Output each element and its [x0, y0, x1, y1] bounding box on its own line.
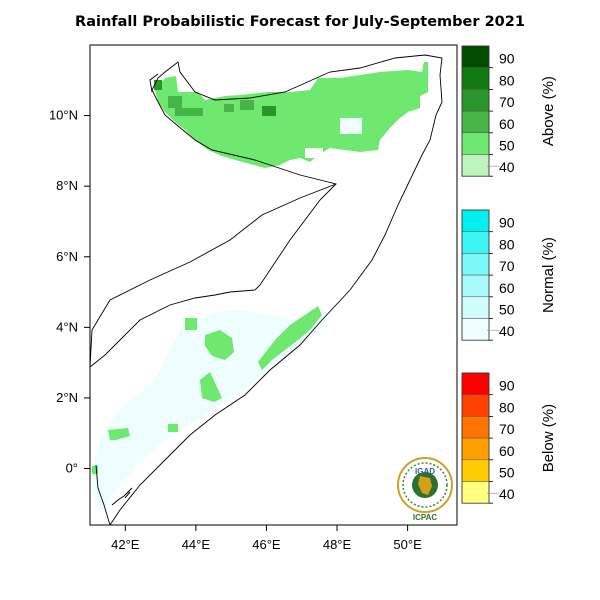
legend-swatch: [461, 89, 490, 112]
legend-swatch: [461, 481, 490, 504]
coastal-islands: [111, 487, 133, 506]
legend-level-label: 90: [499, 51, 515, 67]
above-60-patch: [262, 106, 276, 116]
logo-bottom-text: ICPAC: [413, 513, 438, 522]
legend-swatch: [461, 110, 490, 134]
legend-below: 90 80 70 60 50 40 Below (%): [461, 372, 557, 504]
legend-swatch: [461, 416, 490, 439]
legend-level-label: 40: [499, 159, 515, 175]
logo-top-text: IGAD: [415, 467, 435, 476]
x-axis: 42°E 44°E 46°E 48°E 50°E: [111, 525, 422, 552]
above-60-patch: [240, 100, 254, 110]
legend-swatch: [461, 459, 490, 482]
above-60-patch: [175, 108, 203, 116]
legend-swatch: [461, 253, 490, 276]
legend-swatch: [461, 132, 490, 155]
y-tick-label: 4°N: [56, 319, 78, 334]
horn-of-africa-icon: [418, 476, 432, 495]
legend-swatch: [461, 372, 490, 395]
above-region-central: [205, 330, 234, 360]
legend-swatch: [461, 231, 490, 254]
legend-swatch: [461, 45, 490, 68]
above-60-patch: [154, 80, 162, 90]
above-60-patch: [224, 104, 234, 112]
chart-title: Rainfall Probabilistic Forecast for July…: [75, 14, 525, 30]
legend-swatch: [461, 209, 490, 232]
x-tick-label: 42°E: [111, 537, 140, 552]
y-tick-label: 6°N: [56, 249, 78, 264]
legend-level-label: 90: [499, 215, 515, 231]
legend-title: Below (%): [540, 404, 557, 472]
above-small-patch: [92, 466, 98, 474]
legend-level-label: 60: [499, 443, 515, 459]
kenya-border: [95, 464, 111, 526]
legend-level-label: 80: [499, 236, 515, 252]
above-small-patch: [185, 318, 197, 330]
ethiopia-border: [89, 183, 337, 368]
legend-title: Normal (%): [540, 237, 557, 313]
no-signal-patch: [318, 160, 332, 170]
y-axis: 10°N 8°N 6°N 4°N 2°N 0°: [49, 108, 90, 476]
legend-above: 90 80 70 60 50 40 Above (%): [461, 45, 557, 177]
legend-normal: 90 80 70 60 50 40 Normal (%): [461, 209, 557, 341]
no-signal-patch: [340, 118, 362, 134]
legend-swatch: [461, 318, 490, 341]
legend-swatch: [461, 437, 490, 461]
legend-level-label: 60: [499, 116, 515, 132]
legend-level-label: 70: [499, 258, 515, 274]
legend-swatch: [461, 67, 490, 90]
legend-level-label: 50: [499, 138, 515, 154]
legend-level-label: 40: [499, 486, 515, 502]
x-tick-label: 46°E: [252, 537, 281, 552]
legend-swatch: [461, 274, 490, 298]
somalia-coastline: [89, 54, 443, 526]
legend-level-label: 80: [499, 72, 515, 88]
legend-swatch: [461, 394, 490, 417]
above-region-east: [258, 306, 322, 370]
icpac-logo: IGAD ICPAC: [397, 457, 453, 522]
legend-group: 90 80 70 60 50 40 Above (%) 90 80 70 60 50 40 Normal …: [461, 45, 557, 504]
legend-level-label: 50: [499, 302, 515, 318]
legend-swatch: [461, 296, 490, 319]
above-region-southcentral: [200, 372, 222, 402]
above-60-patch: [168, 96, 182, 108]
y-tick-label: 8°N: [56, 178, 78, 193]
djibouti-border: [149, 73, 159, 93]
country-boundaries: [89, 54, 443, 526]
y-tick-label: 10°N: [49, 108, 78, 123]
legend-level-label: 80: [499, 399, 515, 415]
legend-level-label: 50: [499, 465, 515, 481]
y-tick-label: 2°N: [56, 390, 78, 405]
legend-level-label: 90: [499, 378, 515, 394]
x-tick-label: 48°E: [323, 537, 352, 552]
above-small-patch: [168, 424, 178, 432]
x-tick-label: 50°E: [393, 537, 422, 552]
x-tick-label: 44°E: [182, 537, 211, 552]
legend-level-label: 70: [499, 94, 515, 110]
y-tick-label: 0°: [66, 461, 78, 476]
no-signal-patch: [305, 148, 323, 158]
above-region-southwest: [108, 428, 130, 440]
map-area: [92, 62, 428, 510]
legend-swatch: [461, 154, 490, 177]
legend-level-label: 70: [499, 421, 515, 437]
above-region-north: [155, 62, 428, 168]
legend-level-label: 40: [499, 323, 515, 339]
legend-title: Above (%): [540, 76, 557, 146]
legend-level-label: 60: [499, 280, 515, 296]
